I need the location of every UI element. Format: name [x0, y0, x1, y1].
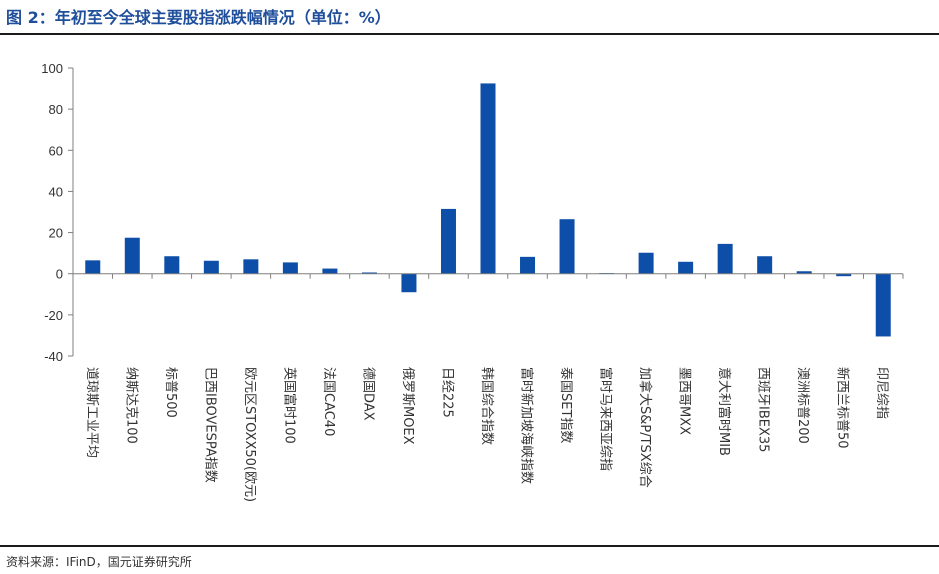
title-rule: [0, 33, 939, 35]
category-label: 澳洲标普200: [795, 367, 811, 444]
bar: [520, 256, 536, 274]
y-tick-label: 20: [49, 226, 63, 241]
category-label: 欧元区STOXX50(欧元): [242, 367, 257, 502]
bar-series: [85, 83, 891, 337]
bar: [440, 208, 456, 274]
category-label: 富时新加坡海峡指数: [519, 367, 535, 484]
y-tick-label: 40: [49, 184, 63, 199]
chart-title: 图 2：年初至今全球主要股指涨跌幅情况（单位：%）: [6, 8, 391, 27]
y-axis: 100 80 60 40 20 0 -20 -40: [41, 61, 74, 364]
category-label: 俄罗斯MOEX: [400, 367, 415, 445]
y-tick-label: 100: [41, 61, 63, 76]
category-label: 印尼综指: [874, 367, 889, 419]
footer-rule: [0, 545, 939, 547]
bar: [401, 273, 417, 293]
bar: [559, 219, 575, 274]
category-label: 新西兰标普50: [835, 367, 851, 449]
bar: [322, 268, 338, 274]
category-label: 纳斯达克100: [123, 367, 138, 444]
bar: [124, 237, 140, 274]
category-label: 英国富时100: [281, 367, 297, 444]
category-label: 道琼斯工业平均: [84, 367, 99, 458]
bar: [717, 243, 733, 274]
bar: [638, 252, 654, 274]
category-label: 日经225: [439, 367, 454, 418]
category-label: 标普500: [163, 367, 178, 418]
y-tick-label: -20: [44, 308, 63, 323]
bar: [282, 262, 298, 274]
category-label: 意大利富时MIB: [716, 367, 732, 456]
category-label: 巴西IBOVESPA指数: [202, 367, 217, 483]
category-label: 墨西哥MXX: [677, 367, 692, 435]
bar: [164, 256, 180, 274]
bar: [796, 271, 812, 274]
bar: [203, 260, 219, 274]
bar: [361, 272, 377, 274]
bar: [85, 260, 101, 274]
category-label: 泰国SET指数: [558, 367, 573, 443]
source-note: 资料来源：IFinD，国元证券研究所: [6, 555, 192, 569]
bar: [243, 259, 259, 274]
bar: [875, 273, 891, 337]
bar: [836, 273, 852, 277]
category-labels: 道琼斯工业平均 纳斯达克100 标普500 巴西IBOVESPA指数 欧元区STOXX5…: [84, 367, 889, 502]
category-label: 德国DAX: [360, 367, 375, 421]
y-tick-label: -40: [44, 349, 63, 364]
category-label: 富时马来西亚综指: [598, 367, 614, 471]
x-axis: [72, 273, 904, 279]
y-tick-label: 60: [49, 143, 63, 158]
y-tick-label: 0: [56, 267, 63, 282]
category-label: 加拿大S&P/TSX综合: [637, 367, 653, 488]
bar: [757, 256, 773, 274]
category-label: 西班牙IBEX35: [756, 367, 771, 452]
y-tick-label: 80: [49, 102, 63, 117]
bar: [678, 261, 694, 274]
category-label: 韩国综合指数: [479, 367, 494, 445]
category-label: 法国CAC40: [321, 367, 336, 436]
bar: [480, 83, 496, 274]
bar-chart: 100 80 60 40 20 0 -20 -40 道琼斯工业平均 纳斯达克100 标普500 巴西…: [41, 61, 904, 502]
